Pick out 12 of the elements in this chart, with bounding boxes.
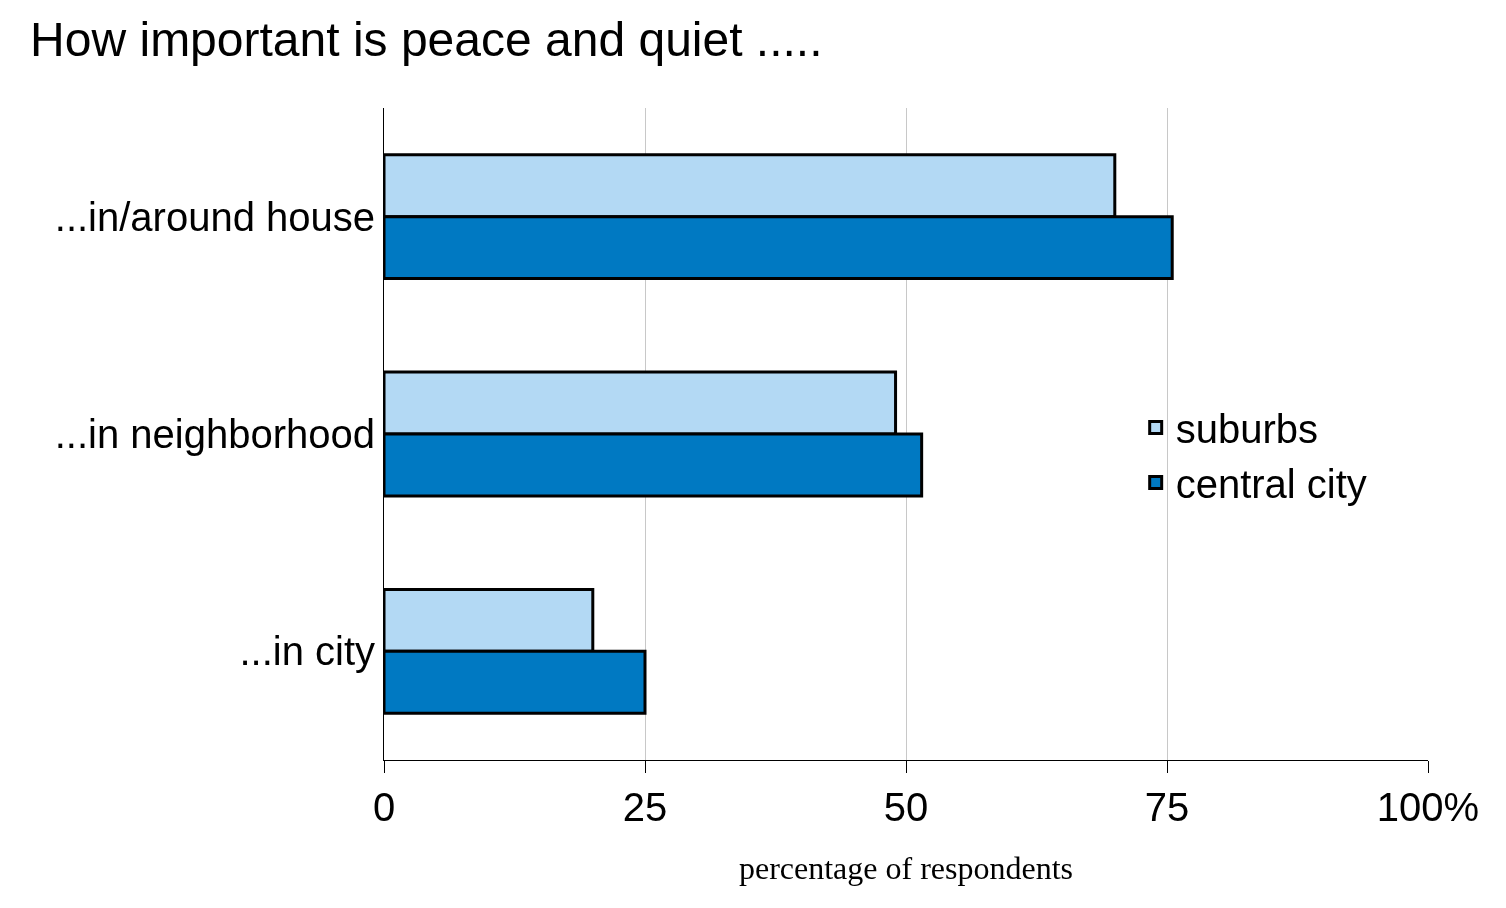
x-tick-label: 50 [883, 785, 929, 829]
y-tick-label: ...in/around house [54, 194, 375, 239]
chart-title: How important is peace and quiet ..... [30, 13, 823, 67]
x-axis-title: percentage of respondents [738, 849, 1074, 886]
x-tick-label: 100% [1376, 785, 1480, 829]
legend-label: central city [1175, 461, 1367, 506]
y-tick-label: ...in neighborhood [54, 412, 375, 456]
x-tick-label: 0 [372, 785, 396, 829]
x-tick-label: 75 [1144, 785, 1190, 829]
legend-label: suburbs [1175, 406, 1318, 451]
x-tick-label: 25 [622, 785, 668, 829]
y-tick-label: ...in city [239, 629, 375, 674]
